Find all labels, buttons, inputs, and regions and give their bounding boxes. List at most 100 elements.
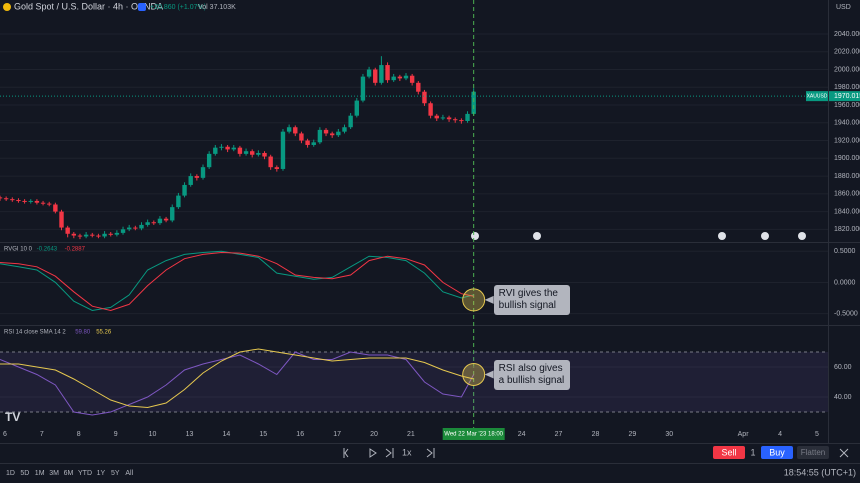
indicator-line <box>0 251 474 312</box>
price-change: +20.860 (+1.07%) <box>150 4 206 11</box>
y-tick-label: 2040.000 <box>834 31 860 38</box>
event-icon[interactable] <box>761 232 769 240</box>
y-tick-label: 0.5000 <box>834 248 856 255</box>
candle-body <box>120 229 126 233</box>
range-button[interactable]: YTD <box>78 470 92 477</box>
speed[interactable]: 1x <box>402 447 412 457</box>
y-tick-label: 1840.000 <box>834 208 860 215</box>
candle-body <box>274 167 280 169</box>
event-icon[interactable] <box>718 232 726 240</box>
x-tick-label: 21 <box>407 431 415 438</box>
candle-body <box>299 133 304 141</box>
indicator-line <box>0 348 474 409</box>
event-icon[interactable] <box>533 232 541 240</box>
candle-body <box>108 233 113 235</box>
play-button[interactable] <box>369 448 377 458</box>
candle-body <box>416 82 421 92</box>
candle-body <box>256 152 261 155</box>
jump-button[interactable] <box>426 448 435 458</box>
candle-body <box>65 227 70 234</box>
sell-button[interactable] <box>713 446 745 459</box>
y-tick-label: 1820.000 <box>834 226 860 233</box>
range-button[interactable]: 5D <box>20 470 29 477</box>
indicator-value: 55.26 <box>96 330 112 336</box>
x-tick-label: 29 <box>628 431 636 438</box>
candle-body <box>280 131 286 169</box>
range-button[interactable]: 3M <box>49 470 59 477</box>
candle-body <box>157 218 163 224</box>
candle-body <box>409 75 415 83</box>
range-button[interactable]: All <box>125 470 133 477</box>
y-tick-label: 2000.000 <box>834 66 860 73</box>
quantity[interactable]: 1 <box>750 447 755 457</box>
candle-body <box>71 233 77 236</box>
x-tick-label: 27 <box>555 431 563 438</box>
x-tick-label: 17 <box>333 431 341 438</box>
candle-body <box>471 91 476 114</box>
event-icon[interactable] <box>798 232 806 240</box>
y-tick-label: 1980.000 <box>834 84 860 91</box>
symbol-title[interactable]: Gold Spot / U.S. Dollar · 4h · OANDA <box>14 1 163 11</box>
candle-body <box>3 198 9 200</box>
candle-body <box>434 115 439 119</box>
callout-text: RVI gives the bullish signal <box>493 284 570 315</box>
step-button[interactable] <box>385 448 394 458</box>
flatten-label[interactable]: Flatten <box>801 448 825 457</box>
candle-body <box>342 127 347 132</box>
x-tick-label: 30 <box>665 431 673 438</box>
x-tick-label: 8 <box>77 431 81 438</box>
y-tick-label: 0.0000 <box>834 279 856 286</box>
indicator-title[interactable]: RSI 14 close SMA 14 2 <box>4 330 66 336</box>
candle-body <box>163 218 169 221</box>
candle-body <box>126 227 132 230</box>
candle-body <box>354 100 359 116</box>
candle-body <box>237 147 243 154</box>
candle-body <box>459 120 464 122</box>
price-tag-label: 1970.015 <box>834 93 860 100</box>
candle-body <box>286 127 292 132</box>
crosshair-tag <box>442 428 505 440</box>
range-button[interactable]: 6M <box>64 470 74 477</box>
candle-body <box>225 146 230 150</box>
symbol-icon <box>3 3 11 11</box>
candle-body <box>231 147 236 150</box>
currency[interactable]: USD <box>836 4 851 11</box>
candle-body <box>10 199 15 201</box>
event-icon[interactable] <box>471 232 479 240</box>
candle-body <box>16 200 21 202</box>
candle-body <box>206 153 212 168</box>
sell-label[interactable]: Sell <box>721 447 736 457</box>
candle-body <box>213 147 218 154</box>
candle-body <box>465 113 470 122</box>
logo: TV <box>5 410 20 424</box>
candle-body <box>262 152 267 157</box>
callout: RSI also gives a bullish signal <box>493 359 570 390</box>
candle-body <box>200 167 206 178</box>
close-button[interactable] <box>839 448 849 458</box>
candle-body <box>385 65 390 81</box>
candle-body <box>440 117 446 119</box>
candle-body <box>243 151 249 154</box>
range-button[interactable]: 1D <box>6 470 15 477</box>
x-tick-label: 9 <box>114 431 118 438</box>
ticker-label: XAUUSD <box>807 93 828 99</box>
candle-body <box>323 129 329 134</box>
range-button[interactable]: 5Y <box>111 470 120 477</box>
replay-back[interactable] <box>343 448 349 458</box>
flatten-button[interactable] <box>797 446 829 459</box>
candle-body <box>102 233 107 237</box>
candle-body <box>348 115 353 128</box>
indicator-title[interactable]: RVGI 10 0 <box>4 247 33 253</box>
range-button[interactable]: 1M <box>35 470 45 477</box>
buy-button[interactable] <box>761 446 793 459</box>
x-tick-label: 15 <box>259 431 267 438</box>
candle-body <box>90 234 95 236</box>
event-icons <box>471 232 806 240</box>
buy-label[interactable]: Buy <box>769 447 785 457</box>
x-tick-label: 10 <box>149 431 157 438</box>
flag-icon <box>138 3 146 11</box>
candle-body <box>145 222 150 225</box>
candle-body <box>403 75 409 79</box>
range-button[interactable]: 1Y <box>97 470 106 477</box>
bottom-toolbar: 1D 5D 1M 3M 6M YTD 1Y 5Y All <box>6 470 134 477</box>
